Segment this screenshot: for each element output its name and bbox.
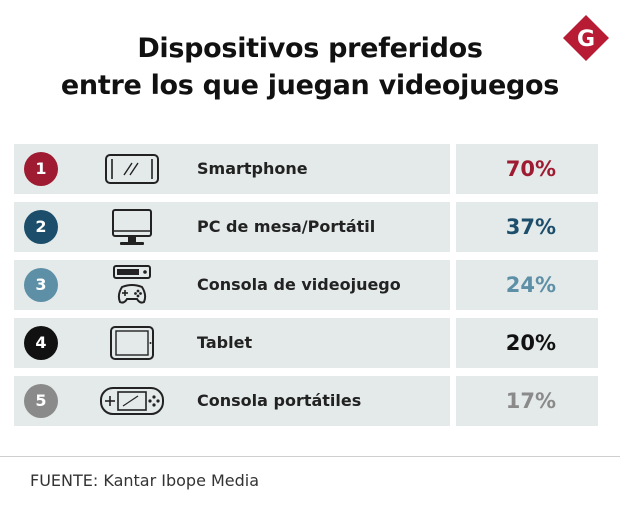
row-device-cell: 3 Consola de videojuego (14, 260, 450, 310)
title-line-1: Dispositivos preferidos (137, 33, 483, 64)
device-label: Tablet (197, 333, 253, 352)
row-value-cell: 70% (456, 144, 598, 194)
table-row: 3 Consola de videojuego 24% (14, 260, 598, 310)
rank-badge: 3 (24, 268, 58, 302)
device-label: Consola portátiles (197, 391, 362, 410)
rank-badge: 5 (24, 384, 58, 418)
percent-value: 24% (505, 273, 556, 297)
rank-badge: 4 (24, 326, 58, 360)
rank-badge: 2 (24, 210, 58, 244)
device-table: 1 Smartphone 70% 2 PC de mesa/Portátil 37% 3 Co… (14, 144, 598, 434)
row-value-cell: 37% (456, 202, 598, 252)
row-value-cell: 20% (456, 318, 598, 368)
percent-value: 17% (505, 389, 556, 413)
device-label: Consola de videojuego (197, 275, 401, 294)
chart-title: Dispositivos preferidos entre los que ju… (0, 30, 620, 104)
brand-logo-icon: G (563, 15, 609, 61)
title-line-2: entre los que juegan videojuegos (60, 70, 560, 101)
source-note: FUENTE: Kantar Ibope Media (30, 471, 260, 490)
device-label: Smartphone (197, 159, 308, 178)
row-device-cell: 2 PC de mesa/Portátil (14, 202, 450, 252)
table-row: 1 Smartphone 70% (14, 144, 598, 194)
percent-value: 37% (505, 215, 556, 239)
table-row: 5 Consola portátiles 17% (14, 376, 598, 426)
row-value-cell: 24% (456, 260, 598, 310)
footer-divider (0, 456, 620, 457)
percent-value: 70% (505, 157, 556, 181)
row-device-cell: 1 Smartphone (14, 144, 450, 194)
logo-letter: G (577, 27, 595, 52)
table-row: 2 PC de mesa/Portátil 37% (14, 202, 598, 252)
device-label: PC de mesa/Portátil (197, 217, 376, 236)
rank-badge: 1 (24, 152, 58, 186)
row-device-cell: 4 Tablet (14, 318, 450, 368)
percent-value: 20% (505, 331, 556, 355)
row-value-cell: 17% (456, 376, 598, 426)
row-device-cell: 5 Consola portátiles (14, 376, 450, 426)
table-row: 4 Tablet 20% (14, 318, 598, 368)
